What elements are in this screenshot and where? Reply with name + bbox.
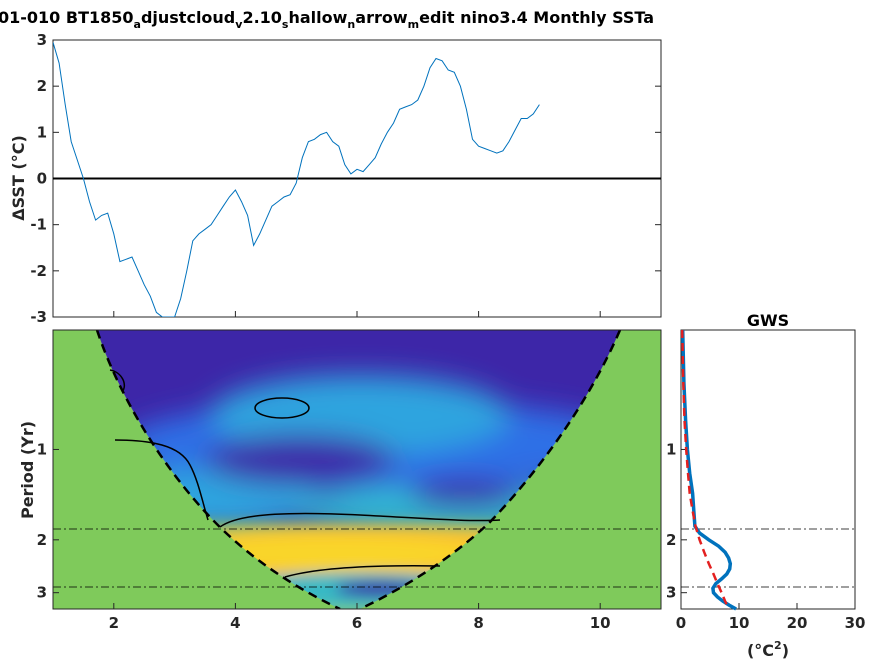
xtick-label: 10 (729, 614, 750, 632)
xtick-label: 30 (845, 614, 866, 632)
title-segment: 01-010 BT1850 (0, 8, 134, 27)
gws-title: GWS (747, 311, 789, 330)
xtick-label: 10 (590, 614, 611, 632)
title-segment: a (134, 18, 141, 31)
title-segment: v (235, 18, 243, 31)
title-segment: n (347, 18, 355, 31)
xtick-label: 6 (352, 614, 362, 632)
xtick-label: 4 (230, 614, 240, 632)
title-segment: s (282, 18, 289, 31)
coi-line (95, 330, 341, 609)
xtick-label: 20 (787, 614, 808, 632)
wavelet-ylabel: Period (Yr) (18, 421, 37, 519)
ytick-label: 3 (666, 584, 676, 602)
xtick-label: 0 (676, 614, 686, 632)
title-segment: edit nino3.4 Monthly SSTa (419, 8, 654, 27)
title-segment: m (408, 18, 419, 31)
significance-contours (109, 369, 501, 578)
title-segment: djustcloud (141, 8, 235, 27)
gws-power-line (680, 329, 737, 611)
title-segment: arrow (355, 8, 408, 27)
ytick-label: 2 (37, 77, 47, 95)
title-segment: hallow (288, 8, 347, 27)
ytick-label: 3 (37, 584, 47, 602)
ytick-label: 2 (666, 531, 676, 549)
xtick-label: 8 (473, 614, 483, 632)
wavelet-power-map (53, 330, 661, 609)
ytick-label: -1 (30, 216, 47, 234)
timeseries-ylabel: ΔSST (°C) (9, 135, 28, 221)
gws-series (680, 329, 737, 611)
ytick-label: 1 (37, 440, 47, 458)
ytick-label: 0 (37, 170, 47, 188)
ytick-label: 2 (37, 531, 47, 549)
coi-mask-right (360, 330, 661, 609)
gws-axes (680, 329, 856, 610)
coi-mask-left (53, 330, 340, 609)
ytick-label: 1 (666, 440, 676, 458)
ytick-label: 3 (37, 31, 47, 49)
ytick-label: 1 (37, 123, 47, 141)
chart-title: 01-010 BT1850adjustcloudv2.10shallownarr… (0, 8, 654, 31)
title-segment: 2.10 (242, 8, 281, 27)
gws-ticks: 0 10 20 30 1 2 3 (666, 440, 865, 632)
xtick-label: 2 (109, 614, 119, 632)
gws-significance-line (680, 329, 730, 610)
ytick-label: -2 (30, 262, 47, 280)
sst-anomaly-line (53, 42, 540, 317)
gws-xlabel-unit: °C (754, 641, 774, 660)
ytick-label: -3 (30, 308, 47, 326)
gws-xlabel: (°C2) (747, 639, 789, 660)
